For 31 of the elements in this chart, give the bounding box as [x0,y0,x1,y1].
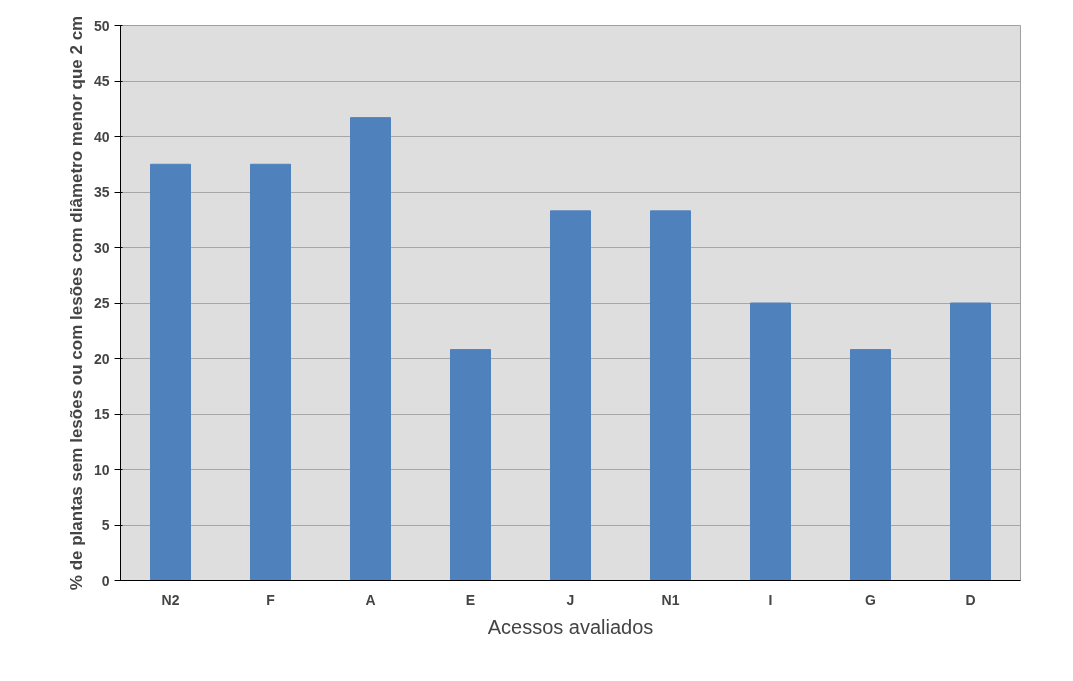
y-tick-label: 20 [93,350,110,367]
bar [550,210,591,581]
bar [150,163,191,581]
x-tick-label: A [365,591,376,608]
y-tick-label: 35 [93,184,110,200]
x-tick-label: J [566,591,575,608]
y-tick-label: 15 [93,406,110,422]
bar [350,117,391,581]
y-tick-label: 45 [93,73,110,89]
y-tick-label: 10 [93,461,110,478]
x-tick-label: N1 [661,591,680,608]
x-tick-label: I [768,591,773,608]
x-tick-label: D [965,591,976,608]
y-tick-label: 25 [93,295,110,311]
x-tick-label: F [266,591,276,608]
bar [850,349,891,581]
y-tick-label: 5 [101,517,110,533]
y-tick-label: 30 [93,239,110,256]
x-tick-label: E [465,591,476,608]
x-axis-title: Acessos avaliados [487,615,654,638]
x-tick-label: N2 [161,591,180,608]
bar [950,302,991,581]
bar [650,210,691,581]
y-tick-label: 0 [101,572,110,589]
y-axis-title: % de plantas sem lesões ou com lesões com diâmetro menor que 2 cm [66,15,86,591]
x-tick-label: G [865,591,877,608]
bar [250,163,291,581]
y-tick-label: 50 [93,17,110,34]
bar [450,349,491,581]
bar [750,302,791,581]
y-tick-label: 40 [93,128,110,145]
